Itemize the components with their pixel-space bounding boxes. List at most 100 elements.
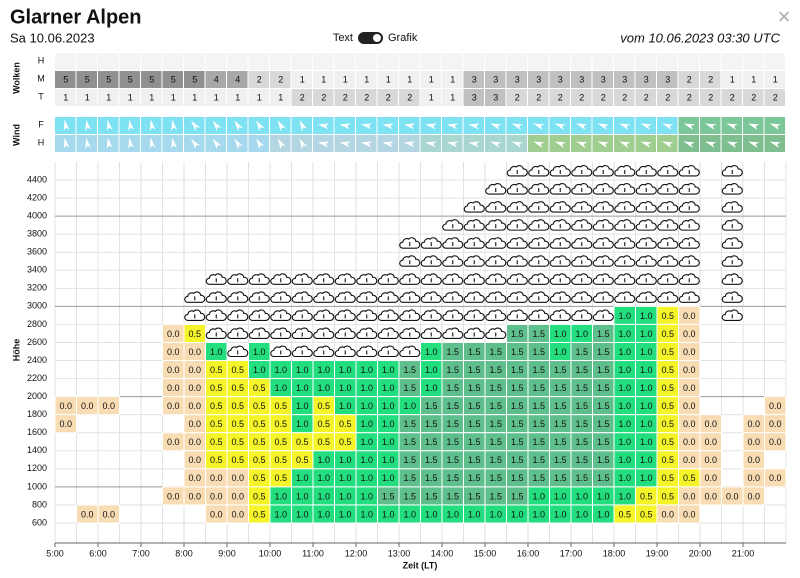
thermal-value: 1.0 <box>274 491 287 501</box>
thermal-value: 0.0 <box>683 509 696 519</box>
wind-label: Wind <box>11 124 21 146</box>
cloud-cell <box>721 53 742 70</box>
cloud-cell <box>485 71 506 88</box>
thermal-value: 0.0 <box>167 491 180 501</box>
thermal-value: 0.0 <box>231 509 244 519</box>
cloud-cell <box>463 53 484 70</box>
thermal-cell <box>678 504 701 524</box>
cloud-cell <box>571 71 592 88</box>
run-time: vom 10.06.2023 03:30 UTC <box>620 30 780 45</box>
cumulus-icon <box>678 255 700 267</box>
cloud-value: 3 <box>493 74 498 84</box>
wind-arrow <box>511 141 523 149</box>
thermal-value: 0.5 <box>317 419 330 429</box>
y-tick-label: 3400 <box>27 265 47 275</box>
thermal-value: 0.5 <box>661 491 674 501</box>
thermal-value: 0.5 <box>253 383 266 393</box>
thermal-value: 1.5 <box>446 347 459 357</box>
cumulus-icon <box>334 345 356 358</box>
cumulus-icon <box>291 273 313 285</box>
wind-arrow <box>191 120 201 132</box>
thermal-value: 1.0 <box>640 383 653 393</box>
cloud-cell <box>76 53 97 70</box>
thermal-value: 1.5 <box>532 455 545 465</box>
wind-arrow <box>726 123 738 131</box>
thermal-value: 0.0 <box>747 437 760 447</box>
cumulus-icon <box>377 327 399 339</box>
cumulus-icon <box>528 291 550 303</box>
thermal-value: 1.0 <box>382 473 395 483</box>
thermal-value: 1.5 <box>403 491 416 501</box>
thermal-value: 0.0 <box>81 509 94 519</box>
wind-arrow <box>726 141 738 149</box>
x-tick-label: 8:00 <box>175 548 193 558</box>
wind-arrow <box>446 141 459 148</box>
cumulus-icon <box>420 273 442 285</box>
thermal-value: 0.5 <box>253 491 266 501</box>
thermal-value: 0.5 <box>231 455 244 465</box>
wind-arrow <box>171 119 178 131</box>
cumulus-icon <box>485 183 507 195</box>
wind-arrow <box>299 120 308 132</box>
thermal-value: 0.5 <box>339 437 352 447</box>
thermal-value: 1.0 <box>274 509 287 519</box>
cumulus-icon <box>721 183 743 195</box>
cloud-value: 2 <box>751 92 756 102</box>
cumulus-icon <box>485 255 507 267</box>
thermal-value: 1.5 <box>403 365 416 375</box>
thermal-value: 1.0 <box>489 509 502 519</box>
wind-arrow <box>128 119 135 131</box>
thermal-value: 1.0 <box>468 509 481 519</box>
cloud-cell <box>506 53 527 70</box>
cumulus-icon <box>227 273 249 285</box>
thermal-value: 1.0 <box>575 491 588 501</box>
thermal-value: 0.0 <box>167 347 180 357</box>
thermal-value: 0.0 <box>210 473 223 483</box>
thermal-value: 1.5 <box>489 455 502 465</box>
wind-arrow <box>149 137 156 149</box>
cloud-value: 2 <box>687 74 692 84</box>
cumulus-icon <box>506 309 528 321</box>
cloud-cell <box>356 53 377 70</box>
cloud-cell <box>743 71 764 88</box>
thermal-value: 1.5 <box>532 437 545 447</box>
cloud-cell <box>227 89 248 106</box>
cumulus-icon <box>485 273 507 285</box>
thermal-value: 0.5 <box>274 473 287 483</box>
cloud-value: 2 <box>773 92 778 102</box>
cumulus-icon <box>248 273 270 285</box>
cumulus-icon <box>442 273 464 285</box>
cloud-cell <box>485 53 506 70</box>
thermal-value: 1.0 <box>339 401 352 411</box>
cloud-cell <box>291 53 312 70</box>
thermal-value: 1.0 <box>618 473 631 483</box>
cloud-cell <box>399 71 420 88</box>
thermal-value: 1.5 <box>575 365 588 375</box>
cloud-cell <box>141 89 162 106</box>
close-button[interactable]: × <box>778 4 791 29</box>
thermal-value: 1.5 <box>511 329 524 339</box>
toggle-grafik[interactable]: Grafik <box>388 32 418 44</box>
y-tick-label: 2600 <box>27 337 47 347</box>
cumulus-icon <box>184 291 206 303</box>
cloud-cell <box>399 89 420 106</box>
cumulus-icon <box>528 201 550 213</box>
date: Sa 10.06.2023 <box>10 30 95 45</box>
wind-arrow <box>234 138 244 150</box>
thermal-value: 1.5 <box>554 455 567 465</box>
cumulus-icon <box>721 165 743 177</box>
cloud-value: 1 <box>278 92 283 102</box>
wind-arrow <box>576 123 588 131</box>
cumulus-icon <box>657 237 679 249</box>
wind-arrow <box>360 123 373 130</box>
cumulus-icon <box>442 291 464 303</box>
cloud-value: 1 <box>429 92 434 102</box>
cloud-value: 2 <box>708 74 713 84</box>
cloud-cell <box>399 53 420 70</box>
thermal-value: 1.5 <box>489 473 502 483</box>
thermal-value: 1.0 <box>425 365 438 375</box>
toggle-text[interactable]: Text <box>333 32 353 44</box>
wind-arrow <box>339 141 351 148</box>
thermal-value: 1.0 <box>339 383 352 393</box>
thermal-value: 0.0 <box>188 347 201 357</box>
